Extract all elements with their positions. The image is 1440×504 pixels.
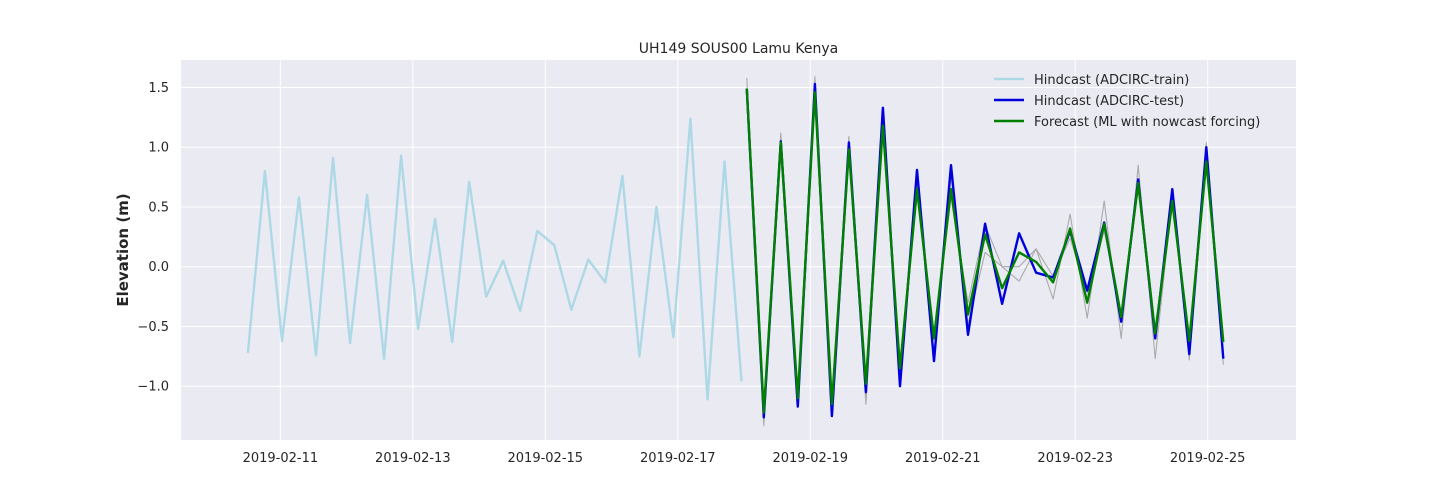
series-line-train [246, 117, 743, 401]
y-tick-label: −1.0 [137, 380, 169, 395]
legend: Hindcast (ADCIRC-train) Hindcast (ADCIRC-… [994, 73, 1260, 130]
grid [181, 60, 1296, 440]
chart-title: UH149 SOUS00 Lamu Kenya [639, 41, 838, 57]
x-tick-label: 2019-02-15 [508, 451, 584, 466]
x-tick-label: 2019-02-25 [1170, 451, 1246, 466]
legend-label: Hindcast (ADCIRC-test) [1034, 94, 1184, 109]
x-tick-label: 2019-02-17 [640, 451, 716, 466]
x-tick-label: 2019-02-11 [243, 451, 319, 466]
y-axis: −1.0 −0.5 0.0 0.5 1.0 1.5 [137, 81, 169, 395]
y-tick-label: 0.0 [148, 260, 169, 275]
series-lines [246, 76, 1225, 427]
x-tick-label: 2019-02-23 [1037, 451, 1113, 466]
x-axis: 2019-02-11 2019-02-13 2019-02-15 2019-02-17… [243, 451, 1246, 466]
x-tick-label: 2019-02-21 [905, 451, 981, 466]
y-axis-label: Elevation (m) [114, 193, 132, 306]
legend-label: Forecast (ML with nowcast forcing) [1034, 115, 1260, 130]
y-tick-label: 0.5 [148, 200, 169, 215]
y-tick-label: −0.5 [137, 320, 169, 335]
y-tick-label: 1.5 [148, 81, 169, 96]
y-tick-label: 1.0 [148, 141, 169, 156]
series-line-forecast [745, 88, 1225, 414]
legend-label: Hindcast (ADCIRC-train) [1034, 73, 1189, 88]
x-tick-label: 2019-02-13 [375, 451, 451, 466]
x-tick-label: 2019-02-19 [772, 451, 848, 466]
